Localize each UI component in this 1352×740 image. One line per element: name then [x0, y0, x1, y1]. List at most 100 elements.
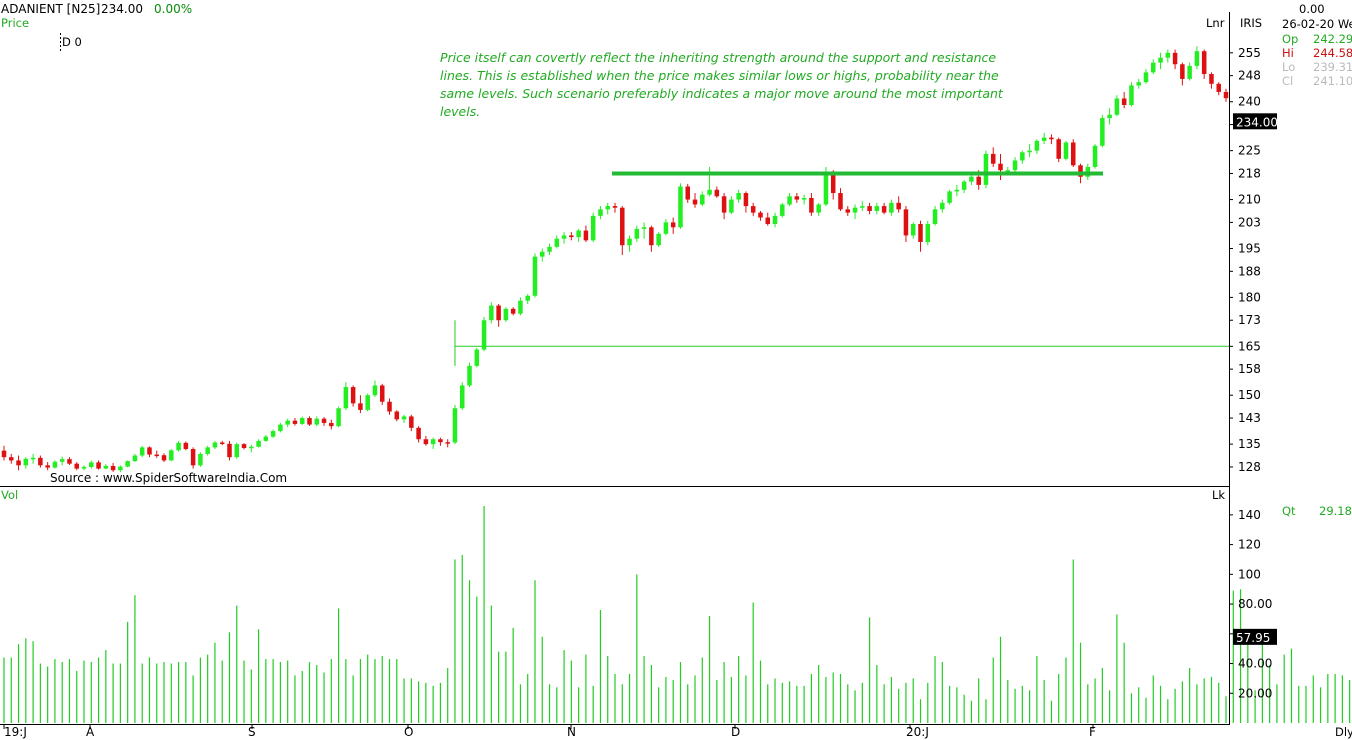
candle-body — [721, 196, 727, 213]
price-panel-label: Price — [1, 16, 29, 30]
candle — [409, 414, 414, 432]
qt-value: 29.18 — [1319, 504, 1352, 518]
high-value: 244.58 — [1313, 46, 1352, 60]
candle-body — [736, 193, 741, 200]
candle-body — [540, 251, 545, 257]
candle-body — [227, 443, 232, 458]
low-value: 239.31 — [1313, 60, 1352, 74]
price-tick-label: 173 — [1238, 313, 1261, 327]
candle — [125, 460, 130, 468]
candle — [1180, 62, 1185, 86]
candle — [1027, 144, 1032, 158]
candle-body — [336, 408, 341, 427]
candle — [634, 225, 640, 242]
candle — [154, 450, 160, 458]
candle-body — [932, 209, 938, 225]
candle — [656, 232, 661, 247]
candle-body — [881, 206, 887, 213]
candle — [627, 235, 632, 252]
candle-body — [103, 465, 109, 469]
candle — [510, 307, 516, 316]
candle-body — [1187, 65, 1192, 79]
candle-body — [314, 418, 320, 425]
candle-body — [801, 197, 807, 200]
candle-body — [401, 416, 407, 420]
candle — [765, 212, 771, 226]
price-tick-label: 165 — [1238, 339, 1261, 353]
candle — [736, 189, 741, 203]
candle — [139, 445, 145, 458]
price-tick-label: 210 — [1238, 193, 1261, 207]
candle-body — [9, 457, 14, 461]
candle-body — [1201, 51, 1207, 75]
candle — [38, 455, 43, 468]
candle-body — [379, 385, 385, 402]
candle — [583, 225, 589, 242]
candle-body — [299, 418, 305, 424]
candle — [16, 455, 21, 471]
time-tick-label: D — [731, 725, 740, 739]
annotation-line-2: lines. This is established when the pric… — [440, 68, 999, 83]
candle — [1151, 59, 1156, 75]
candle — [336, 406, 341, 428]
candle — [249, 444, 254, 453]
annotation-line-4: levels. — [440, 104, 480, 119]
price-tick-label: 143 — [1238, 411, 1261, 425]
candle — [903, 206, 909, 242]
candle-body — [292, 420, 298, 424]
candle-body — [67, 459, 72, 464]
candle — [983, 150, 989, 189]
candle — [190, 447, 196, 469]
candle — [132, 453, 138, 463]
candle-body — [16, 460, 21, 466]
candle — [1114, 95, 1120, 117]
candle-body — [809, 197, 814, 213]
candle-body — [867, 206, 872, 211]
candle — [212, 440, 218, 450]
candle — [1020, 150, 1025, 164]
last-volume-tag-bg — [1233, 628, 1277, 645]
annotation-line-1: Price itself can covertly reflect the in… — [440, 50, 996, 65]
candle-body — [692, 199, 698, 205]
candle-body — [1165, 52, 1171, 58]
candle — [990, 147, 996, 167]
candle-body — [452, 408, 458, 443]
candle — [881, 202, 887, 215]
scale-label[interactable]: Lnr — [1206, 16, 1225, 30]
candle-body — [459, 385, 465, 409]
candle-body — [569, 235, 574, 238]
last-volume-tag: 57.95 — [1236, 631, 1270, 645]
candle — [314, 416, 320, 427]
candle — [452, 405, 458, 445]
candle-body — [263, 436, 269, 441]
candle — [30, 453, 36, 464]
candle-body — [190, 449, 196, 466]
qt-label: Qt — [1282, 504, 1296, 518]
candle-body — [416, 427, 421, 440]
candle-body — [954, 189, 960, 192]
candle-body — [889, 202, 894, 213]
candle — [387, 398, 392, 415]
candle-body — [641, 227, 647, 229]
candle — [365, 393, 370, 412]
d-label: D 0 — [62, 35, 82, 49]
candle — [1209, 72, 1214, 89]
candle-body — [474, 349, 480, 366]
candle-body — [729, 199, 734, 213]
candle — [1092, 144, 1098, 169]
candle-body — [1092, 145, 1098, 167]
candle-body — [845, 209, 851, 213]
volume-tick-label: 80.00 — [1238, 597, 1272, 611]
candle — [358, 395, 363, 414]
candle-body — [794, 196, 800, 200]
candle — [540, 248, 545, 262]
candle — [1223, 88, 1229, 102]
candle — [503, 307, 509, 322]
period-label[interactable]: Dly — [1335, 725, 1352, 739]
candle — [1216, 82, 1221, 96]
candle-body — [940, 202, 945, 210]
open-label: Op — [1282, 32, 1298, 46]
candle-body — [256, 440, 261, 447]
candle — [52, 460, 58, 469]
